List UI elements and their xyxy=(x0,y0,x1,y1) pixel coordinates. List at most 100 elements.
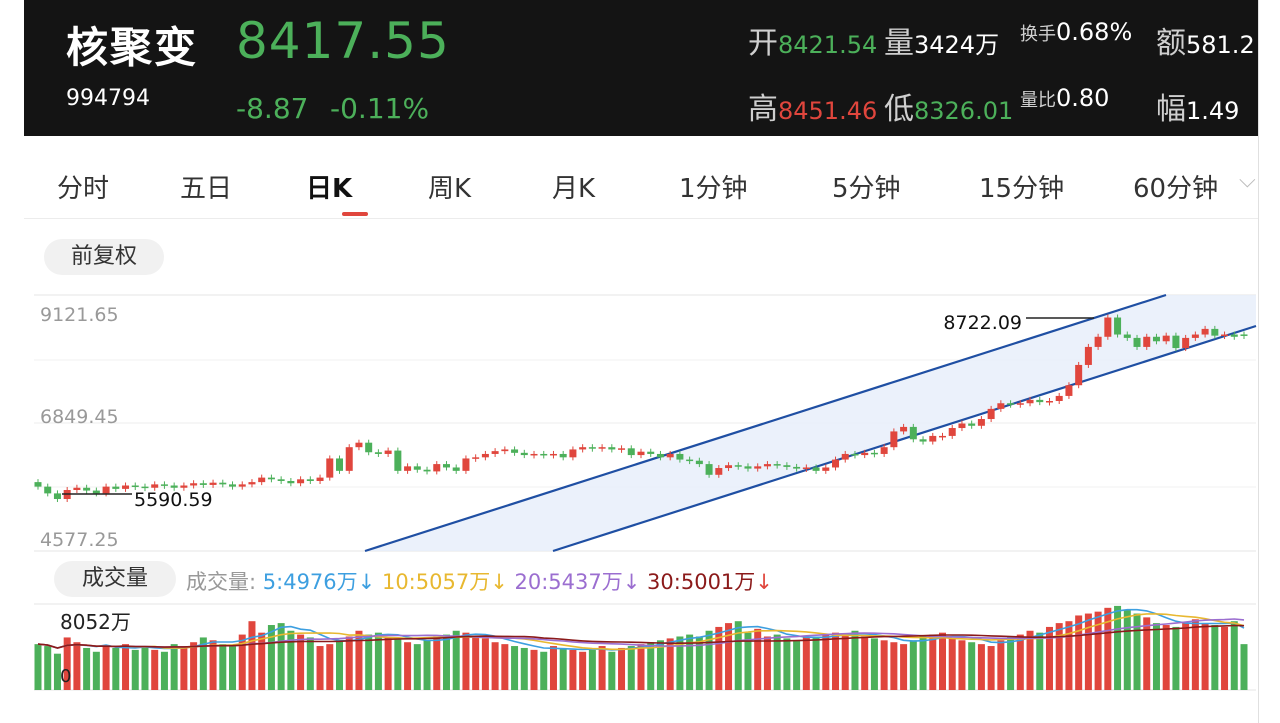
volume-bar xyxy=(958,640,966,690)
volume-bar xyxy=(773,634,781,690)
volume-bar xyxy=(744,632,752,690)
candle xyxy=(579,447,587,450)
volume-bar xyxy=(190,642,198,690)
tab-60min[interactable]: 60分钟 xyxy=(1133,174,1219,204)
volume-bar xyxy=(977,644,985,690)
candle xyxy=(666,453,674,458)
volume-bar xyxy=(909,640,917,690)
volume-bar xyxy=(316,646,324,690)
candle xyxy=(1172,335,1180,349)
scrollbar[interactable] xyxy=(1258,0,1280,723)
candle xyxy=(861,452,869,456)
volume-bar xyxy=(1201,623,1209,690)
volume-bar xyxy=(540,651,548,690)
volume-bar xyxy=(530,649,538,690)
candle xyxy=(773,464,781,466)
candle xyxy=(1104,317,1112,337)
volume-bar xyxy=(754,628,762,690)
volume-bar xyxy=(549,646,557,690)
volume-bar xyxy=(802,636,810,690)
tab-5min[interactable]: 5分钟 xyxy=(832,174,901,204)
volume-bar xyxy=(1036,632,1044,690)
candle xyxy=(929,435,937,442)
volume-bar xyxy=(841,634,849,690)
volume-bar xyxy=(588,649,596,690)
volume-bar xyxy=(1016,634,1024,690)
volume-bar xyxy=(92,651,100,690)
chevron-down-icon[interactable]: ⌵ xyxy=(1239,168,1256,193)
volume-bar xyxy=(968,642,976,690)
candle xyxy=(238,484,246,487)
candle xyxy=(190,483,198,486)
candle xyxy=(1094,336,1102,347)
volume-bar xyxy=(122,644,130,690)
price-change: -8.87 xyxy=(236,92,309,125)
volume-bar xyxy=(822,634,830,690)
candle xyxy=(326,458,334,478)
tab-daily-k[interactable]: 日K xyxy=(306,174,353,204)
volume-bar xyxy=(1191,619,1199,690)
stock-name: 核聚变 xyxy=(66,23,199,72)
candle xyxy=(1240,334,1248,336)
volume-bar xyxy=(63,637,71,690)
volume-bar xyxy=(725,623,733,690)
volume-bar xyxy=(890,642,898,690)
adjust-button[interactable]: 前复权 xyxy=(44,239,164,275)
candle xyxy=(549,453,557,456)
candle xyxy=(686,459,694,462)
tab-five-day[interactable]: 五日 xyxy=(180,174,233,204)
volume-bar xyxy=(880,640,888,690)
candle xyxy=(248,482,256,485)
tab-1min[interactable]: 1分钟 xyxy=(679,174,748,204)
candle xyxy=(316,477,324,481)
volume-bar xyxy=(997,640,1005,690)
volume-bar xyxy=(384,637,392,690)
y-tick-label: 6849.45 xyxy=(40,406,119,428)
volume-bar xyxy=(404,642,412,690)
candle xyxy=(287,480,295,484)
candle xyxy=(637,451,645,456)
volume-bar xyxy=(287,630,295,690)
tab-intraday[interactable]: 分时 xyxy=(57,174,110,204)
candle xyxy=(1007,403,1015,405)
tab-weekly-k[interactable]: 周K xyxy=(428,174,472,204)
volume-bar xyxy=(1094,611,1102,690)
candle xyxy=(462,458,470,471)
volume-bar xyxy=(1123,609,1131,690)
open-stat: 开8421.54 xyxy=(748,26,878,61)
volume-bar xyxy=(812,636,820,690)
volume-bar xyxy=(618,647,626,690)
volume-bar xyxy=(1055,623,1063,690)
volume-bar xyxy=(219,644,227,690)
candle xyxy=(102,486,110,494)
candle xyxy=(559,453,567,458)
candle xyxy=(909,426,917,440)
volume-bar xyxy=(326,644,334,690)
volume-bar xyxy=(53,653,61,690)
candle xyxy=(841,453,849,460)
candle xyxy=(452,467,460,471)
candle xyxy=(598,447,606,449)
volume-indicator-button[interactable]: 成交量 xyxy=(54,561,176,597)
candle xyxy=(627,448,635,456)
volume-bar xyxy=(433,636,441,690)
volume-bar xyxy=(374,632,382,690)
quote-header: 核聚变 994794 8417.55 -8.87 -0.11% 开8421.54… xyxy=(24,0,1258,136)
ma30-line xyxy=(37,624,1245,649)
volume-bar xyxy=(1162,625,1170,690)
volume-bar xyxy=(44,646,52,690)
tab-monthly-k[interactable]: 月K xyxy=(552,174,596,204)
volume-bar xyxy=(715,626,723,690)
volume-bar xyxy=(1152,623,1160,690)
ma10-value: 10:5057万 xyxy=(381,570,491,594)
candle xyxy=(968,423,976,426)
candle xyxy=(530,453,538,456)
candle xyxy=(919,439,927,442)
volume-bar xyxy=(705,630,713,690)
volume-bar xyxy=(1172,626,1180,690)
candle xyxy=(754,466,762,469)
high-stat: 高8451.46 xyxy=(748,92,878,127)
tab-15min[interactable]: 15分钟 xyxy=(979,174,1065,204)
candle xyxy=(938,435,947,438)
